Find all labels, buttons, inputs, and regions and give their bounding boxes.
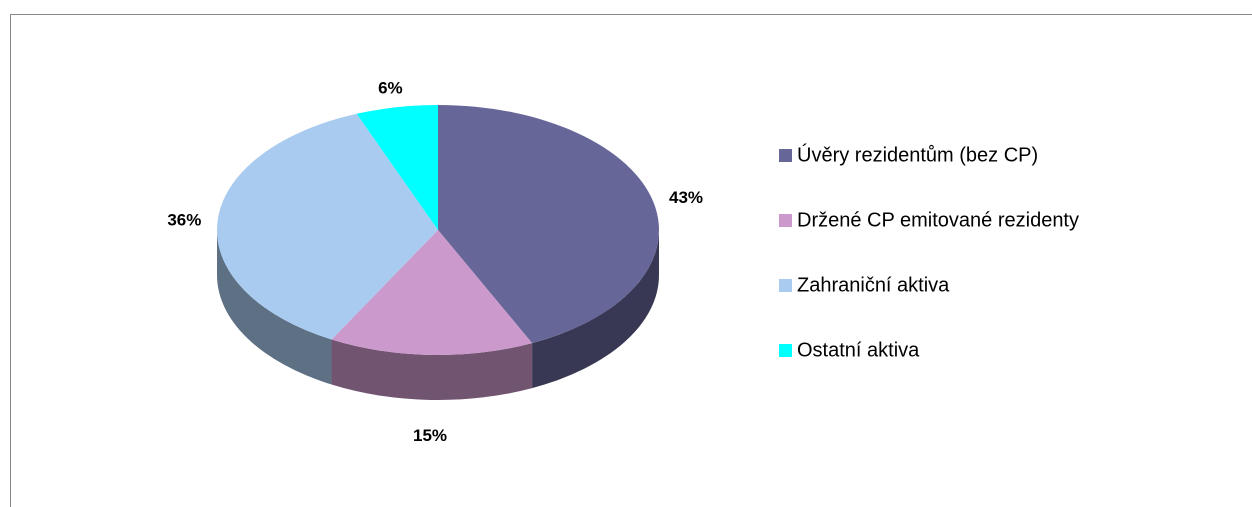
legend-label: Úvěry rezidentům (bez CP) (797, 143, 1038, 166)
data-label: 15% (413, 426, 447, 445)
legend-label: Zahraniční aktiva (797, 274, 950, 296)
slice (217, 113, 438, 340)
legend-swatch (779, 214, 792, 227)
legend-label: Ostatní aktiva (797, 339, 920, 361)
legend-swatch (779, 149, 792, 162)
slice-side (532, 230, 659, 389)
slice (438, 105, 660, 344)
data-label: 36% (167, 210, 201, 229)
slice (356, 105, 438, 230)
slice-side (331, 339, 533, 400)
legend-swatch (779, 344, 792, 357)
slice-side (217, 230, 332, 385)
legend-swatch (779, 279, 792, 292)
data-label: 43% (669, 188, 703, 207)
legend-label: Držené CP emitované rezidenty (797, 209, 1079, 231)
data-label: 6% (378, 78, 403, 97)
slice (331, 230, 533, 355)
